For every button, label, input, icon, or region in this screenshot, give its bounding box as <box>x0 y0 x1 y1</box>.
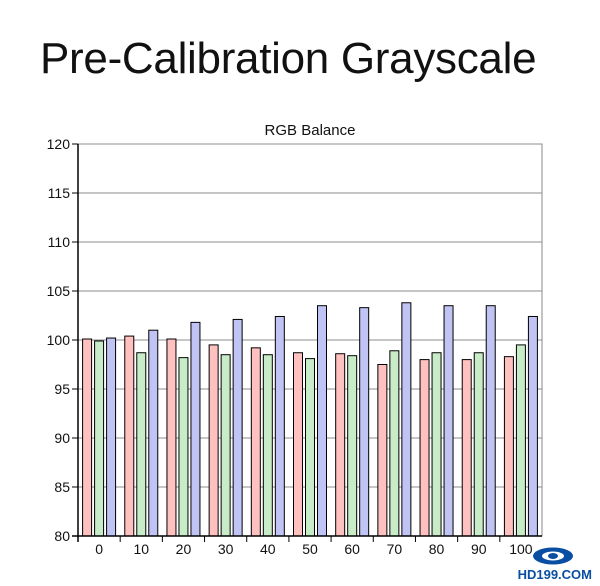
bar-series-3-40 <box>274 315 285 537</box>
x-tick-label: 20 <box>176 541 192 557</box>
page-title: Pre-Calibration Grayscale <box>40 34 537 83</box>
bar-series-1-70 <box>377 364 388 537</box>
bar-series-1-90 <box>461 359 472 537</box>
bar-series-3-90 <box>485 305 496 537</box>
x-tick-label: 30 <box>218 541 234 557</box>
tick-labels: 80 85 90 95 100 105 110 115 120 0 10 20 30 40 50 60 70 80… <box>47 136 533 557</box>
bar-series-1-80 <box>419 359 430 537</box>
bar-series-2-0 <box>94 340 105 537</box>
bar-series-2-100 <box>515 344 526 537</box>
bar-series-1-20 <box>166 338 177 537</box>
logo-eye-pupil <box>548 553 558 559</box>
y-tick-label: 110 <box>48 234 71 250</box>
hd199-logo: HD199.COM <box>518 547 592 582</box>
y-tick-label: 105 <box>47 283 71 299</box>
bar-series-3-20 <box>190 321 201 537</box>
bar-series-3-70 <box>401 302 412 537</box>
bar-series-1-40 <box>250 347 261 537</box>
bar-series-2-40 <box>262 354 273 537</box>
y-tick-label: 115 <box>48 185 71 201</box>
bar-series-2-30 <box>220 354 231 537</box>
x-tick-label: 100 <box>509 541 533 557</box>
bar-series-1-30 <box>208 344 219 537</box>
y-tick-label: 85 <box>54 479 70 495</box>
bar-series-3-30 <box>232 318 243 537</box>
x-tick-label: 60 <box>344 541 360 557</box>
x-tick-label: 40 <box>260 541 276 557</box>
x-tick-label: 80 <box>429 541 445 557</box>
bar-series-1-0 <box>82 338 93 537</box>
bar-series-3-10 <box>148 329 159 537</box>
y-tick-label: 80 <box>54 528 70 544</box>
bar-series-2-70 <box>389 350 400 537</box>
bar-series-2-50 <box>305 358 315 537</box>
bar-series-1-10 <box>124 335 135 537</box>
chart-title: RGB Balance <box>264 122 356 139</box>
bar-series-3-50 <box>317 305 327 537</box>
bar-series-3-60 <box>359 307 370 537</box>
y-tick-label: 120 <box>47 136 71 152</box>
bar-series-2-20 <box>178 357 189 537</box>
bar-series-2-90 <box>473 352 484 537</box>
y-tick-label: 90 <box>54 430 70 446</box>
axes <box>72 143 542 542</box>
bar-series-3-100 <box>527 315 538 537</box>
bar-series-2-80 <box>431 352 442 537</box>
y-tick-label: 100 <box>47 332 71 348</box>
bar-series-1-60 <box>335 353 346 537</box>
bar-series-3-80 <box>443 305 454 537</box>
x-tick-label: 50 <box>302 541 318 557</box>
x-tick-label: 70 <box>387 541 403 557</box>
bar-series-1-100 <box>503 356 514 537</box>
x-tick-label: 0 <box>95 541 103 557</box>
bar-series-1-50 <box>293 352 303 537</box>
bar-series-3-0 <box>106 337 117 537</box>
bar-series-2-60 <box>347 355 358 537</box>
x-tick-label: 90 <box>471 541 487 557</box>
watermark-text: HD199.COM <box>518 567 592 582</box>
y-tick-label: 95 <box>54 381 70 397</box>
bar-series-2-10 <box>136 352 147 537</box>
x-tick-label: 10 <box>133 541 149 557</box>
